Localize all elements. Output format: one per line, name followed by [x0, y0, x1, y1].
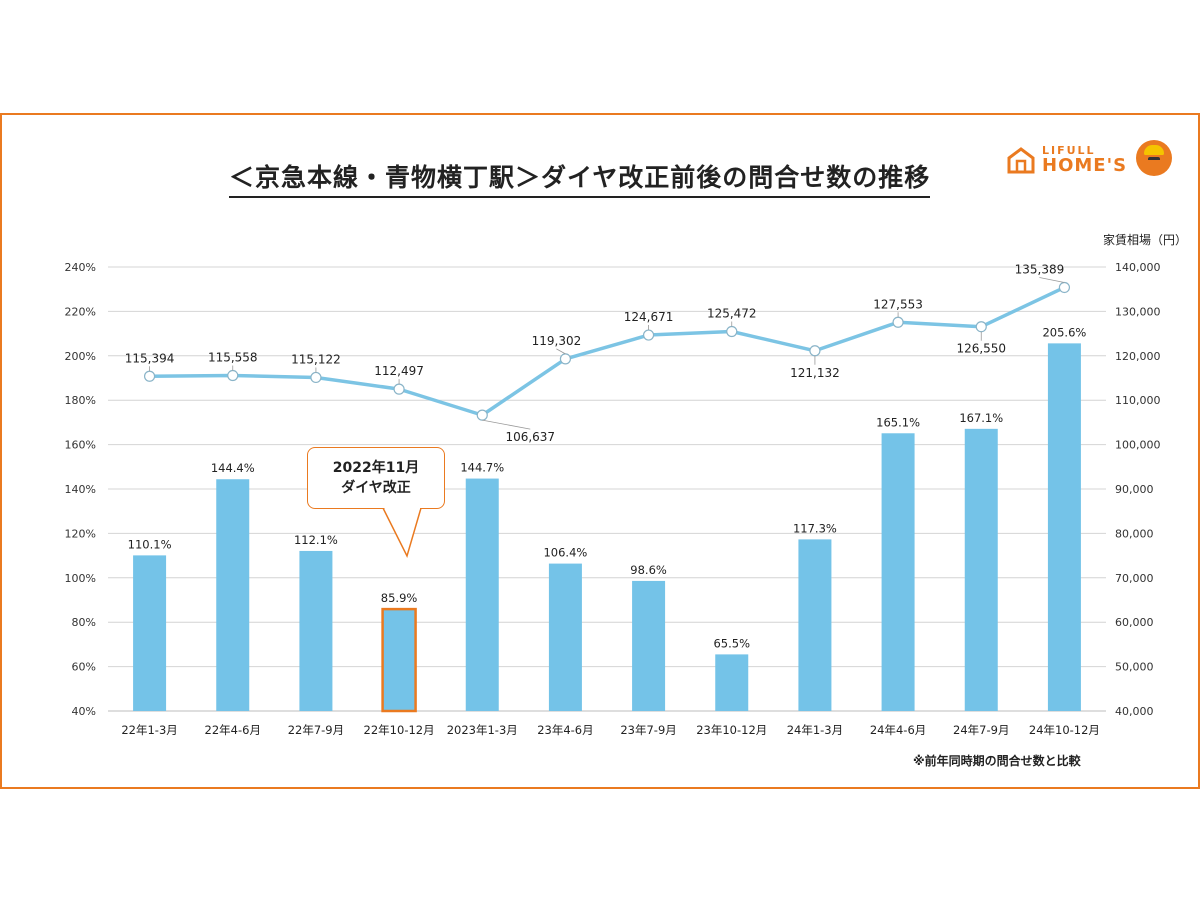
chart-frame	[0, 113, 1200, 789]
left-tick-label: 100%	[65, 572, 96, 585]
chart-title: ＜京急本線・青物横丁駅＞ダイヤ改正前後の問合せ数の推移	[229, 158, 931, 198]
callout-line1: 2022年11月	[332, 460, 420, 476]
bar	[1047, 343, 1081, 711]
bar-value-label: 165.1%	[876, 415, 920, 429]
bar	[715, 654, 749, 711]
right-tick-label: 50,000	[1115, 661, 1154, 674]
x-tick-label: 23年10-12月	[696, 723, 767, 737]
line-point	[726, 325, 738, 338]
line-point	[892, 316, 904, 328]
house-icon	[1007, 147, 1035, 174]
bar	[548, 563, 582, 711]
bar	[632, 580, 666, 711]
bar-value-label: 117.3%	[793, 521, 837, 535]
line-point	[143, 370, 156, 382]
logo-brand-main: HOME'S	[1042, 155, 1128, 176]
right-tick-label: 70,000	[1115, 572, 1154, 585]
footnote: ※前年同時期の問合せ数と比較	[913, 754, 1081, 768]
bar	[798, 539, 832, 711]
right-tick-label: 80,000	[1115, 527, 1154, 540]
left-tick-label: 220%	[65, 305, 96, 318]
leader-line	[556, 348, 566, 355]
leader-line	[482, 419, 531, 430]
line-point	[559, 353, 572, 365]
x-tick-label: 24年10-12月	[1029, 723, 1100, 737]
timetable-revision-callout: 2022年11月 ダイヤ改正	[307, 447, 445, 509]
right-tick-label: 140,000	[1115, 261, 1161, 274]
line-value-label: 115,122	[291, 352, 341, 366]
right-tick-label: 110,000	[1115, 394, 1161, 407]
line-point	[227, 369, 239, 382]
bar	[133, 555, 167, 711]
bar-value-label: 65.5%	[713, 636, 750, 650]
bar	[381, 607, 417, 713]
left-tick-label: 160%	[65, 439, 96, 452]
line-value-label: 119,302	[532, 334, 582, 348]
leader-line	[1039, 277, 1065, 283]
left-tick-label: 180%	[65, 394, 96, 407]
line-point	[476, 409, 488, 421]
line-value-label: 115,394	[125, 351, 175, 365]
bar-value-label: 98.6%	[630, 563, 667, 577]
line-point	[809, 345, 821, 357]
bar-value-label: 112.1%	[294, 533, 338, 547]
right-tick-label: 130,000	[1115, 305, 1161, 318]
bar-value-label: 167.1%	[959, 411, 1003, 425]
rent-line	[149, 285, 1066, 417]
line-point	[393, 383, 405, 395]
right-tick-label: 100,000	[1115, 439, 1161, 452]
line-point	[642, 329, 655, 341]
line-value-label: 135,389	[1015, 262, 1065, 276]
bar-value-label: 144.4%	[211, 461, 255, 475]
left-tick-label: 120%	[65, 527, 96, 540]
x-tick-label: 2023年1-3月	[447, 723, 518, 737]
left-tick-label: 140%	[65, 483, 96, 496]
line-value-label: 125,472	[707, 307, 757, 321]
bar-value-label: 144.7%	[460, 461, 504, 475]
line-value-label: 106,637	[505, 430, 555, 444]
x-tick-label: 24年4-6月	[870, 723, 926, 737]
bar	[216, 479, 250, 711]
bar-value-label: 106.4%	[543, 546, 587, 560]
line-value-label: 126,550	[956, 342, 1006, 356]
left-tick-label: 200%	[65, 350, 96, 363]
line-point	[310, 371, 322, 384]
line-value-label: 115,558	[208, 351, 258, 365]
left-tick-label: 240%	[65, 261, 96, 274]
bar-value-label: 85.9%	[381, 591, 418, 605]
callout-line2: ダイヤ改正	[341, 480, 411, 496]
right-axis-label: 家賃相場（円）	[1103, 233, 1188, 247]
left-tick-label: 80%	[72, 616, 96, 629]
bar	[299, 550, 333, 711]
x-tick-label: 22年4-6月	[205, 723, 261, 737]
bar	[881, 433, 915, 711]
bar	[465, 478, 499, 711]
x-tick-label: 22年10-12月	[364, 723, 435, 737]
line-value-label: 124,671	[624, 310, 674, 324]
bar-value-label: 205.6%	[1042, 325, 1086, 339]
line-point	[975, 321, 987, 333]
right-tick-label: 40,000	[1115, 705, 1154, 718]
right-tick-label: 120,000	[1115, 350, 1161, 363]
x-tick-label: 22年1-3月	[121, 723, 177, 737]
right-tick-label: 60,000	[1115, 616, 1154, 629]
x-tick-label: 23年4-6月	[537, 723, 593, 737]
bar-value-label: 110.1%	[128, 537, 172, 551]
bar	[964, 428, 998, 711]
line-value-label: 121,132	[790, 366, 840, 380]
mascot-icon	[1136, 140, 1172, 176]
x-tick-label: 22年7-9月	[288, 723, 344, 737]
logo-brand-top: LIFULL	[1042, 144, 1096, 157]
lifull-homes-logo: LIFULL HOME'S	[1004, 140, 1174, 182]
line-value-label: 127,553	[873, 297, 923, 311]
line-point	[1058, 281, 1071, 294]
line-value-label: 112,497	[374, 364, 424, 378]
x-tick-label: 24年1-3月	[787, 723, 843, 737]
left-tick-label: 60%	[72, 661, 96, 674]
right-tick-label: 90,000	[1115, 483, 1154, 496]
left-tick-label: 40%	[72, 705, 96, 718]
x-tick-label: 23年7-9月	[620, 723, 676, 737]
x-tick-label: 24年7-9月	[953, 723, 1009, 737]
